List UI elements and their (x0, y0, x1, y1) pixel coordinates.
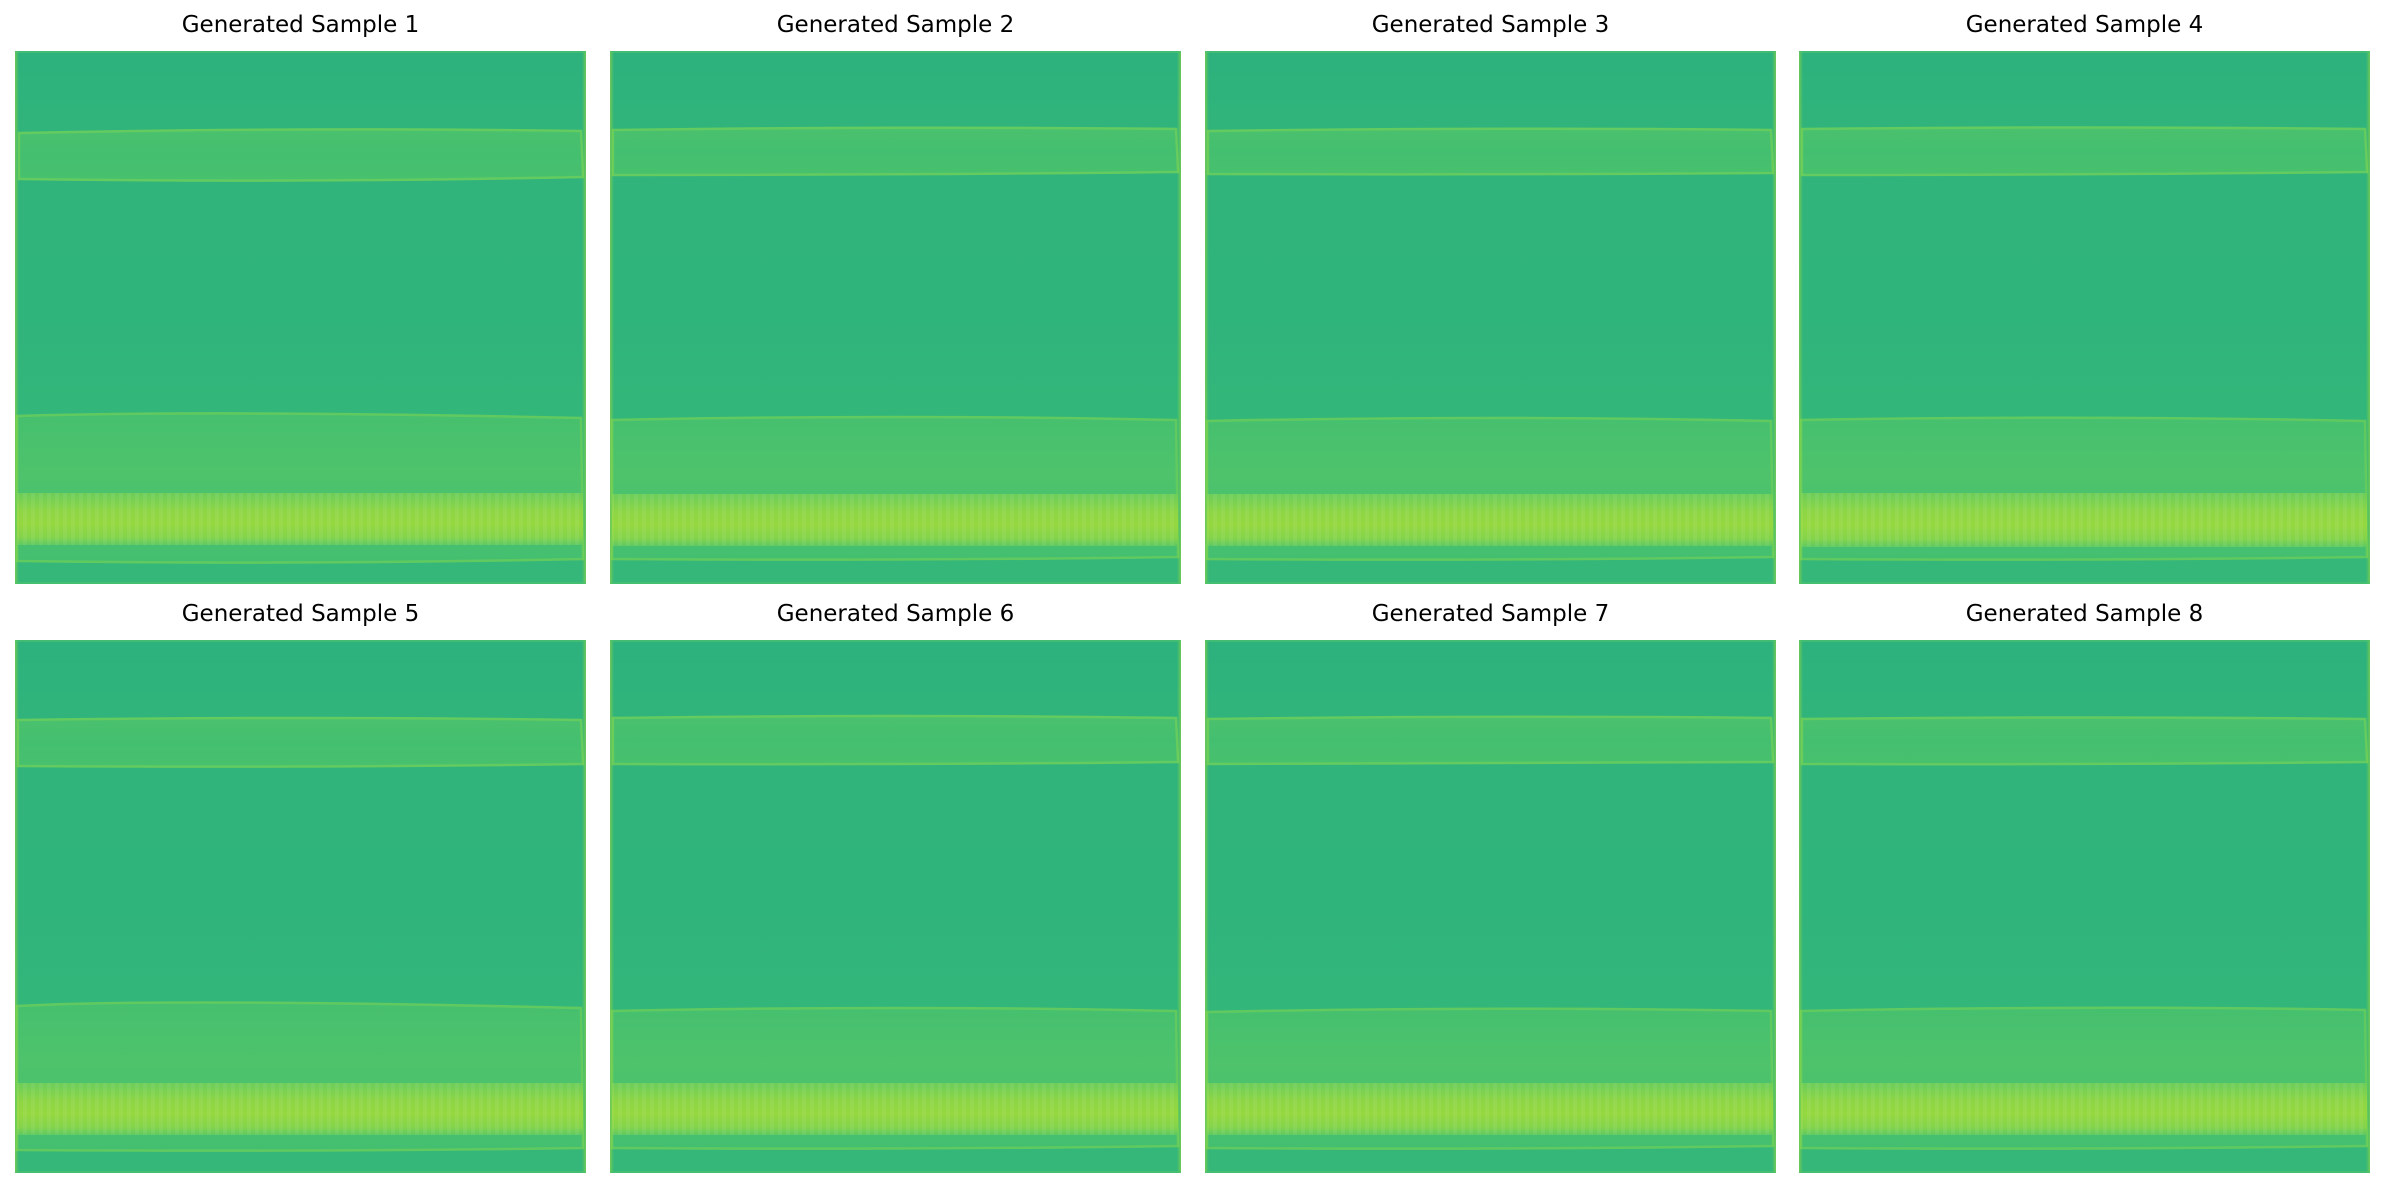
generated-sample-image (15, 51, 586, 584)
sample-title: Generated Sample 4 (1965, 12, 2204, 38)
sample-title: Generated Sample 6 (776, 601, 1015, 627)
generated-sample-image (1205, 51, 1776, 584)
generated-sample-image (1205, 640, 1776, 1173)
sample-title: Generated Sample 7 (1371, 601, 1610, 627)
sample-title: Generated Sample 8 (1965, 601, 2204, 627)
generated-sample-image (610, 640, 1181, 1173)
sample-title: Generated Sample 2 (776, 12, 1015, 38)
generated-sample-image (1799, 51, 2370, 584)
generated-sample-image (15, 640, 586, 1173)
generated-sample-image (1799, 640, 2370, 1173)
sample-title: Generated Sample 3 (1371, 12, 1610, 38)
generated-sample-image (610, 51, 1181, 584)
sample-title: Generated Sample 5 (181, 601, 420, 627)
sample-title: Generated Sample 1 (181, 12, 420, 38)
